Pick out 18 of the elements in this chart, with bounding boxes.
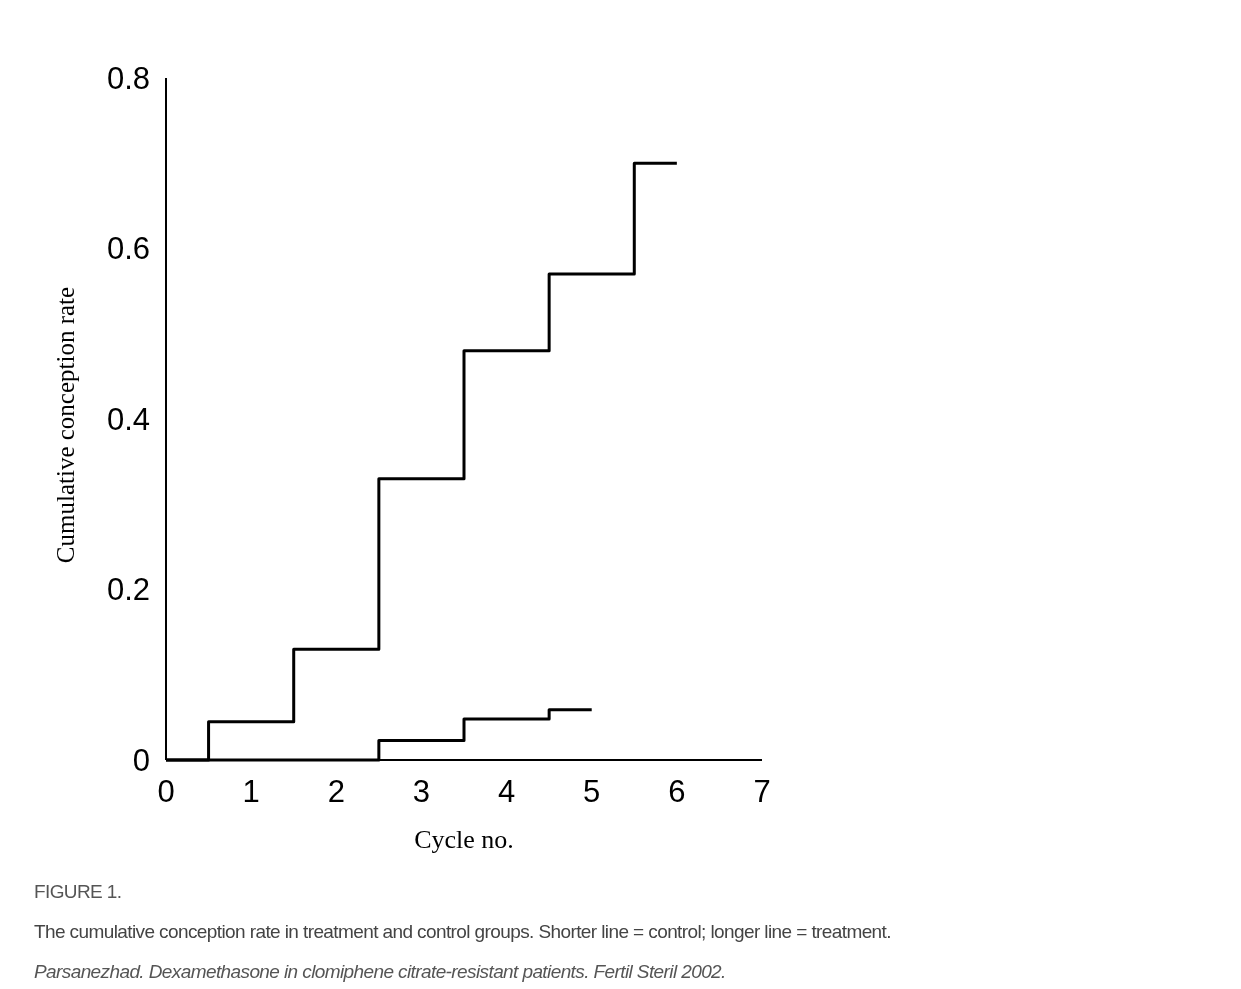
text: Parsanezhad. Dexamethasone in clomiphene citrate-resistant patients. Fertil Steril 2002. xyxy=(34,961,726,982)
y-tick-label: 0 xyxy=(132,742,150,778)
x-tick-label: 4 xyxy=(497,774,516,809)
x-tick-label: 0 xyxy=(157,774,175,809)
y-tick-label: 0.6 xyxy=(106,231,150,266)
x-tick-label: 5 xyxy=(583,774,601,809)
x-tick-label: 1 xyxy=(242,774,260,809)
x-axis-title: Cycle no. xyxy=(414,825,514,854)
text: The cumulative conception rate in treatment and control groups. Shorter line = control; longer line = treatment. xyxy=(34,921,891,942)
x-tick-label: 3 xyxy=(412,774,431,809)
y-tick-label: 0.4 xyxy=(106,401,150,437)
y-tick-label: 0.8 xyxy=(106,60,150,96)
y-axis-title: Cumulative conception rate xyxy=(52,286,79,564)
x-tick-label: 2 xyxy=(327,774,345,809)
x-tick-label: 7 xyxy=(753,774,771,809)
caption: FIGURE 1. xyxy=(34,881,122,902)
y-tick-label: 0.2 xyxy=(106,572,150,607)
x-tick-label: 6 xyxy=(668,774,686,809)
